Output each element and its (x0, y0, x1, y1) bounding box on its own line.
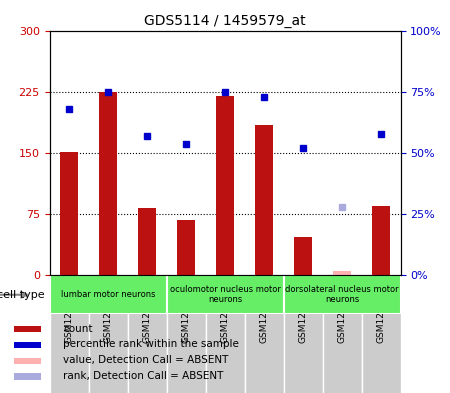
Bar (14, 342, 40, 348)
Text: count: count (63, 323, 93, 334)
Bar (166, 275, 284, 314)
Bar (323, 275, 361, 393)
Text: lumbar motor neurons: lumbar motor neurons (61, 290, 155, 299)
Text: cell type: cell type (0, 290, 45, 300)
Bar (60, 152, 78, 275)
Bar (284, 275, 400, 314)
Bar (255, 125, 273, 275)
Bar (14, 326, 40, 332)
Bar (372, 206, 390, 275)
Bar (333, 271, 351, 275)
Bar (361, 275, 400, 393)
Bar (166, 275, 206, 393)
Bar (244, 275, 284, 393)
Bar (89, 275, 127, 393)
Bar (177, 220, 195, 275)
Bar (216, 96, 234, 275)
Bar (50, 275, 89, 393)
Bar (99, 92, 117, 275)
Text: value, Detection Call = ABSENT: value, Detection Call = ABSENT (63, 355, 228, 365)
Bar (206, 275, 244, 393)
Bar (50, 275, 166, 314)
Bar (284, 275, 323, 393)
Bar (294, 237, 312, 275)
Bar (14, 358, 40, 364)
Text: rank, Detection Call = ABSENT: rank, Detection Call = ABSENT (63, 371, 223, 381)
Bar (127, 275, 166, 393)
Text: percentile rank within the sample: percentile rank within the sample (63, 339, 239, 349)
Bar (138, 209, 156, 275)
Text: oculomotor nucleus motor
neurons: oculomotor nucleus motor neurons (170, 285, 280, 305)
Title: GDS5114 / 1459579_at: GDS5114 / 1459579_at (144, 14, 306, 28)
Bar (14, 373, 40, 380)
Text: dorsolateral nucleus motor
neurons: dorsolateral nucleus motor neurons (285, 285, 399, 305)
